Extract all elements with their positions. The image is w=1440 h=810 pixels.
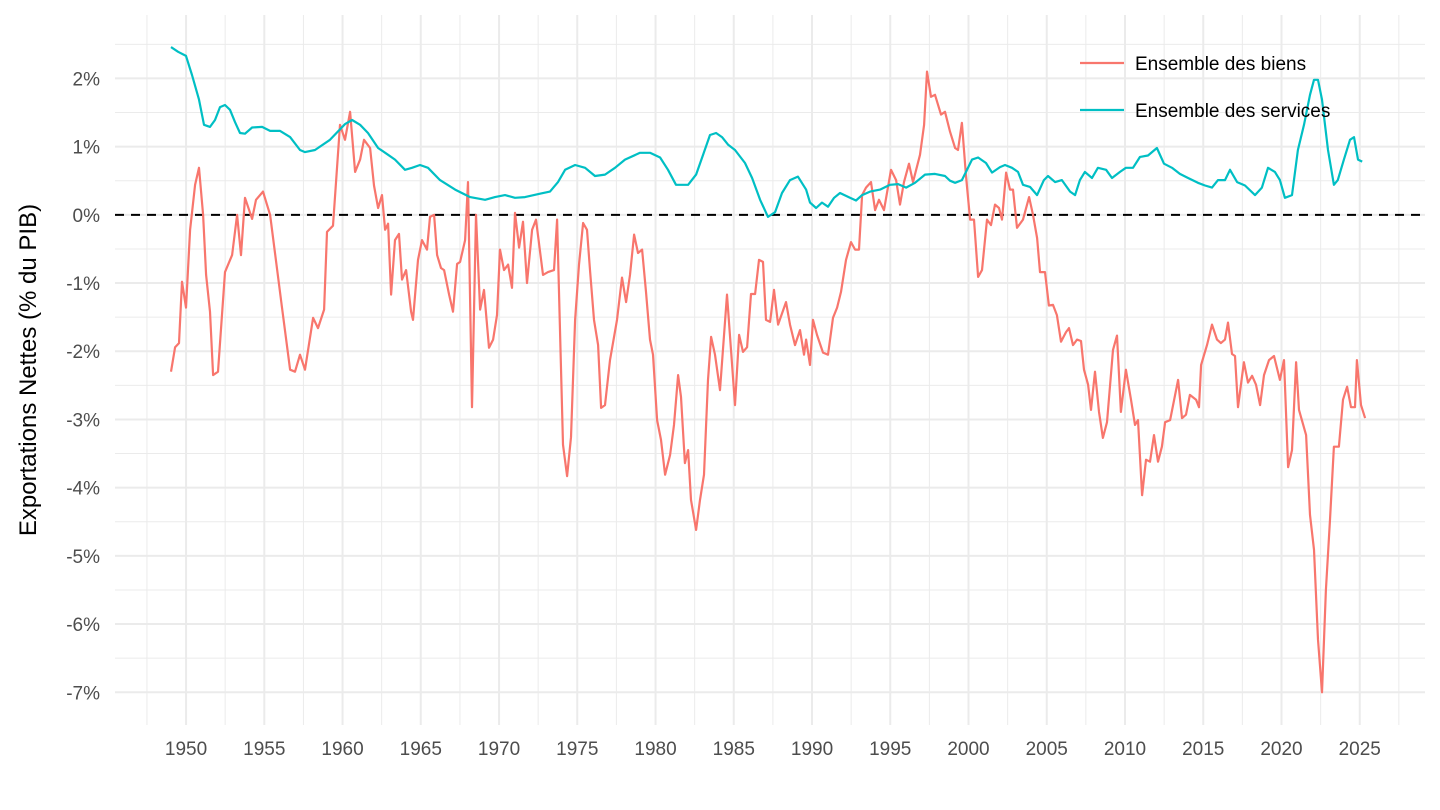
x-tick-label: 2015 bbox=[1182, 739, 1224, 760]
x-tick-label: 1960 bbox=[321, 739, 363, 760]
x-axis-ticks: 1950 1955 1960 1965 1970 1975 1980 1985 1990 1995… bbox=[165, 739, 1381, 760]
y-tick-label: -6% bbox=[66, 615, 100, 636]
x-tick-label: 1995 bbox=[869, 739, 911, 760]
x-tick-label: 2010 bbox=[1104, 739, 1146, 760]
legend-label-biens: Ensemble des biens bbox=[1135, 54, 1306, 75]
y-tick-label: 0% bbox=[73, 206, 101, 227]
x-tick-label: 2025 bbox=[1339, 739, 1381, 760]
y-tick-label: -4% bbox=[66, 479, 100, 500]
x-tick-label: 1975 bbox=[556, 739, 598, 760]
x-tick-label: 2020 bbox=[1260, 739, 1302, 760]
legend: Ensemble des biens Ensemble des services bbox=[1080, 54, 1330, 122]
series-group bbox=[169, 46, 1367, 694]
x-tick-label: 2000 bbox=[947, 739, 989, 760]
y-axis-label: Exportations Nettes (% du PIB) bbox=[15, 204, 42, 536]
series-line-biens bbox=[169, 70, 1367, 694]
x-tick-label: 2005 bbox=[1026, 739, 1068, 760]
x-tick-label: 1950 bbox=[165, 739, 207, 760]
x-tick-label: 1990 bbox=[791, 739, 833, 760]
y-tick-label: 1% bbox=[73, 138, 101, 159]
x-tick-label: 1980 bbox=[634, 739, 676, 760]
y-tick-label: 2% bbox=[73, 69, 101, 90]
grid bbox=[115, 15, 1425, 725]
x-tick-label: 1970 bbox=[478, 739, 520, 760]
x-tick-label: 1965 bbox=[400, 739, 442, 760]
x-tick-label: 1955 bbox=[243, 739, 285, 760]
legend-label-services: Ensemble des services bbox=[1135, 101, 1330, 122]
y-tick-label: -2% bbox=[66, 342, 100, 363]
y-tick-label: -7% bbox=[66, 683, 100, 704]
series-line-services bbox=[170, 46, 1363, 218]
y-tick-label: -3% bbox=[66, 410, 100, 431]
y-tick-label: -1% bbox=[66, 274, 100, 295]
x-tick-label: 1985 bbox=[713, 739, 755, 760]
y-tick-label: -5% bbox=[66, 547, 100, 568]
y-axis-ticks: 2% 1% 0% -1% -2% -3% -4% -5% -6% -7% bbox=[66, 69, 100, 704]
